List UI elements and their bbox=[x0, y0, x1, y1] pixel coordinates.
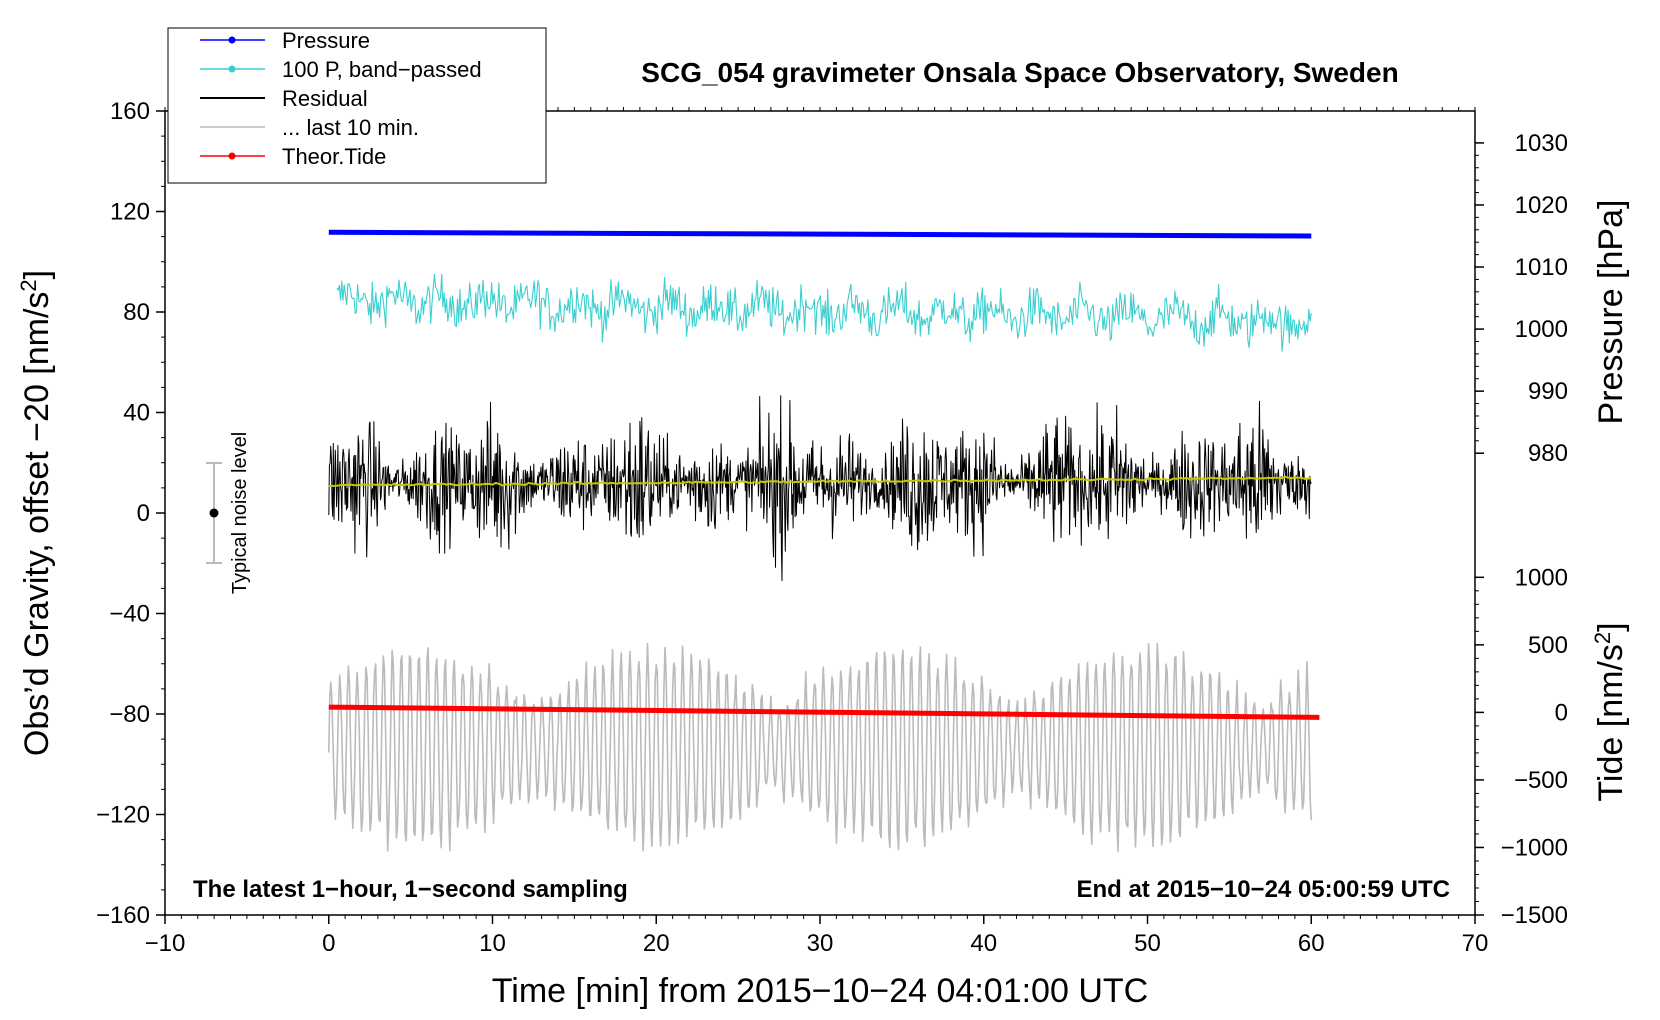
annotation-end-time: End at 2015−10−24 05:00:59 UTC bbox=[1076, 876, 1450, 903]
residual-line bbox=[328, 395, 1312, 582]
pressure-tick-label: 990 bbox=[1528, 378, 1568, 405]
tide-tick-label: 500 bbox=[1528, 632, 1568, 659]
tide-tick-label: −1000 bbox=[1501, 834, 1568, 861]
pressure-tick-label: 1000 bbox=[1515, 316, 1568, 343]
y-axis-title-tide: Tide [nm/s2] bbox=[1590, 622, 1630, 801]
x-tick-label: 10 bbox=[479, 930, 506, 957]
y-tick-label: −80 bbox=[109, 701, 150, 728]
tide-tick-label: 1000 bbox=[1515, 564, 1568, 591]
y-tick-label: −40 bbox=[109, 601, 150, 628]
legend-label: ... last 10 min. bbox=[282, 115, 419, 140]
x-tick-label: 60 bbox=[1298, 930, 1325, 957]
annotation-sampling: The latest 1−hour, 1−second sampling bbox=[193, 876, 628, 903]
y-axis-title-pressure: Pressure [hPa] bbox=[1592, 200, 1630, 425]
pressure-line bbox=[328, 229, 1312, 239]
x-tick-label: 30 bbox=[807, 930, 834, 957]
series-layer bbox=[328, 229, 1320, 853]
x-tick-label: 40 bbox=[970, 930, 997, 957]
x-tick-label: 70 bbox=[1462, 930, 1489, 957]
x-axis-title: Time [min] from 2015−10−24 04:01:00 UTC bbox=[492, 972, 1148, 1010]
theoretical-tide-line bbox=[328, 704, 1320, 720]
legend: Pressure 100 P, band−passed Residual ... la… bbox=[167, 27, 547, 184]
tide-tick-label: −1500 bbox=[1501, 902, 1568, 929]
y-tick-label: 40 bbox=[123, 400, 150, 427]
tick-layer: −10 0 10 20 30 40 50 60 70−160−120−80−4004080120… bbox=[96, 98, 1568, 957]
y-tick-label: 160 bbox=[110, 98, 150, 125]
y-axis-title-gravity: Obs’d Gravity, offset −20 [nm/s2] bbox=[16, 270, 56, 756]
pressure-tick-label: 1010 bbox=[1515, 254, 1568, 281]
legend-label: 100 P, band−passed bbox=[282, 57, 482, 82]
x-tick-label: −10 bbox=[145, 930, 186, 957]
tide-tick-label: −500 bbox=[1514, 767, 1568, 794]
legend-label: Residual bbox=[282, 86, 368, 111]
chart-title: SCG_054 gravimeter Onsala Space Observat… bbox=[641, 57, 1398, 88]
pressure-tick-label: 1020 bbox=[1515, 192, 1568, 219]
legend-marker bbox=[228, 152, 236, 160]
y-tick-label: 0 bbox=[137, 500, 150, 527]
tide-tick-label: 0 bbox=[1555, 699, 1568, 726]
legend-label: Theor.Tide bbox=[282, 144, 386, 169]
legend-label: Pressure bbox=[282, 28, 370, 53]
pressure-tick-label: 1030 bbox=[1515, 130, 1568, 157]
x-tick-label: 0 bbox=[322, 930, 335, 957]
y-tick-label: 120 bbox=[110, 199, 150, 226]
last-10-min-line bbox=[328, 642, 1313, 853]
legend-marker bbox=[228, 65, 236, 73]
noise-level-label: Typical noise level bbox=[229, 432, 251, 594]
bandpassed-pressure-line bbox=[336, 273, 1312, 352]
y-tick-label: −120 bbox=[96, 802, 150, 829]
residual-smoothed-line bbox=[328, 475, 1312, 488]
x-tick-label: 20 bbox=[643, 930, 670, 957]
pressure-tick-label: 980 bbox=[1528, 440, 1568, 467]
x-tick-label: 50 bbox=[1134, 930, 1161, 957]
legend-marker bbox=[228, 36, 236, 44]
noise-bar-dot bbox=[209, 508, 219, 518]
y-tick-label: 80 bbox=[123, 299, 150, 326]
noise-level-indicator: Typical noise level bbox=[206, 432, 251, 594]
y-tick-label: −160 bbox=[96, 902, 150, 929]
